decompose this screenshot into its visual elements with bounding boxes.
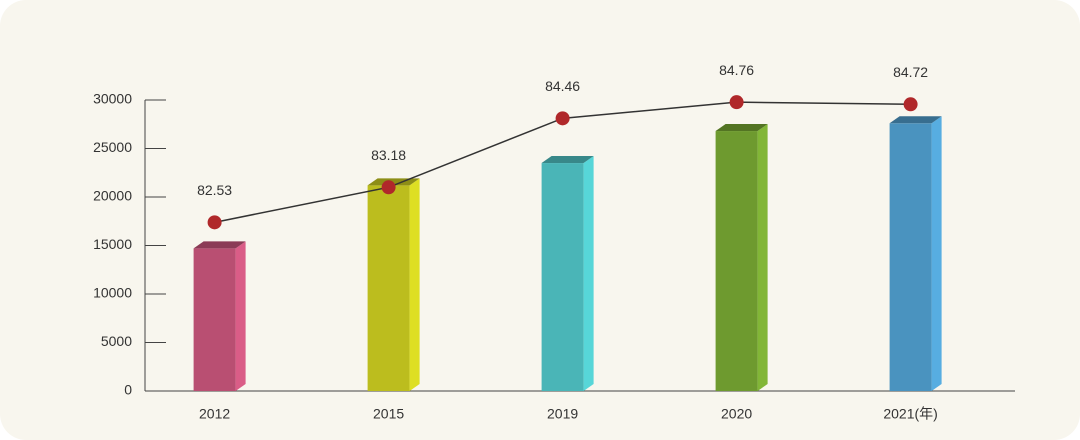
data-label: 83.18: [371, 147, 406, 163]
y-tick-label: 20000: [93, 188, 132, 204]
bar-side: [409, 178, 420, 391]
line-marker: [381, 180, 396, 195]
bar-top: [193, 241, 246, 249]
bar-side: [757, 124, 768, 391]
x-tick-label: 2015: [373, 406, 404, 422]
x-tick-label: 2019: [547, 406, 578, 422]
bar-side: [235, 241, 246, 391]
bar-top: [889, 116, 942, 124]
line-marker: [207, 215, 222, 230]
bar-front: [193, 248, 236, 391]
y-tick-label: 0: [124, 382, 132, 398]
y-tick-label: 30000: [93, 91, 132, 107]
bar-front: [367, 185, 410, 391]
bar-front: [541, 163, 584, 391]
line-marker: [729, 95, 744, 110]
x-tick-label: 2012: [199, 406, 230, 422]
bar-front: [889, 123, 932, 391]
line-marker: [555, 111, 570, 126]
bar-side: [583, 156, 594, 391]
data-label: 82.53: [197, 182, 232, 198]
bar-side: [931, 116, 942, 391]
x-tick-label: 2021(年): [883, 406, 937, 422]
bar-top: [715, 124, 768, 132]
line-marker: [903, 97, 918, 112]
data-label: 84.46: [545, 78, 580, 94]
bar-front: [715, 131, 758, 392]
y-tick-label: 25000: [93, 139, 132, 155]
bar-top: [541, 156, 594, 164]
y-tick-label: 10000: [93, 285, 132, 301]
data-label: 84.76: [719, 62, 754, 78]
x-tick-label: 2020: [721, 406, 752, 422]
y-tick-label: 15000: [93, 236, 132, 252]
data-label: 84.72: [893, 64, 928, 80]
y-tick-label: 5000: [101, 333, 132, 349]
